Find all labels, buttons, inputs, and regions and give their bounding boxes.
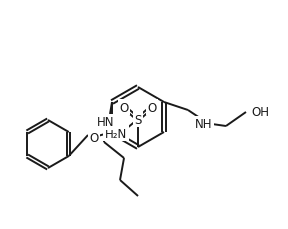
Text: O: O — [119, 101, 129, 114]
Text: S: S — [134, 113, 142, 126]
Text: O: O — [89, 131, 99, 144]
Text: OH: OH — [251, 106, 269, 119]
Text: HN: HN — [97, 116, 115, 129]
Text: H₂N: H₂N — [105, 127, 127, 140]
Text: NH: NH — [195, 118, 213, 131]
Text: O: O — [147, 101, 157, 114]
